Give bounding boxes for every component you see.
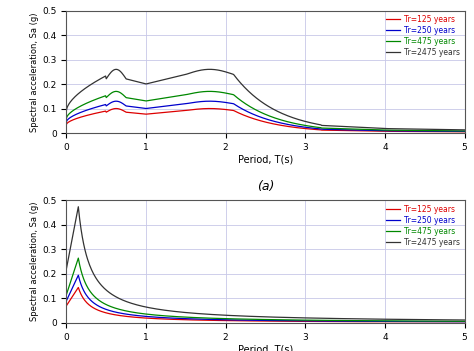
Tr=475 years: [330, 318, 336, 323]
Tr=475 years: [64, 293, 69, 297]
Tr=475 years: [166, 95, 172, 99]
Legend: Tr=125 years, Tr=250 years, Tr=475 years, Tr=2475 years: Tr=125 years, Tr=250 years, Tr=475 years…: [386, 14, 461, 58]
Tr=475 years: [207, 89, 213, 93]
Line: Tr=125 years: Tr=125 years: [66, 287, 465, 322]
Tr=2475 years: [135, 303, 140, 307]
Tr=475 years: [244, 317, 250, 321]
Tr=250 years: [330, 127, 336, 132]
Tr=250 years: [64, 120, 69, 124]
Tr=475 years: [75, 256, 81, 260]
Tr=475 years: [330, 126, 336, 131]
Tr=125 years: [166, 110, 172, 114]
Tr=2475 years: [462, 128, 467, 132]
Tr=125 years: [75, 285, 81, 290]
Tr=250 years: [134, 105, 140, 110]
Tr=250 years: [244, 318, 250, 322]
Tr=2475 years: [244, 88, 250, 92]
Tr=250 years: [64, 299, 69, 303]
Tr=125 years: [64, 122, 69, 127]
Tr=475 years: [64, 116, 69, 120]
X-axis label: Period, T(s): Period, T(s): [238, 344, 293, 351]
Tr=125 years: [364, 129, 370, 133]
Tr=250 years: [364, 319, 370, 323]
Tr=125 years: [462, 130, 467, 134]
Tr=2475 years: [64, 267, 69, 271]
Tr=250 years: [207, 99, 213, 103]
Tr=2475 years: [330, 124, 336, 128]
Tr=475 years: [135, 311, 140, 315]
Tr=125 years: [330, 319, 336, 324]
Y-axis label: Spectral acceleration, Sa (g): Spectral acceleration, Sa (g): [30, 12, 39, 132]
Tr=2475 years: [134, 80, 140, 84]
Line: Tr=250 years: Tr=250 years: [66, 275, 465, 322]
Tr=250 years: [462, 129, 467, 133]
Tr=125 years: [462, 320, 467, 324]
Tr=250 years: [166, 104, 172, 108]
Tr=2475 years: [299, 118, 304, 122]
Tr=125 years: [359, 320, 365, 324]
Line: Tr=2475 years: Tr=2475 years: [66, 207, 465, 320]
Legend: Tr=125 years, Tr=250 years, Tr=475 years, Tr=2475 years: Tr=125 years, Tr=250 years, Tr=475 years…: [386, 204, 461, 247]
Tr=2475 years: [64, 108, 69, 113]
Tr=250 years: [299, 319, 304, 323]
Text: (a): (a): [257, 180, 274, 193]
Tr=475 years: [244, 103, 250, 107]
Tr=125 years: [244, 319, 250, 323]
Tr=250 years: [135, 313, 140, 318]
Tr=250 years: [330, 319, 336, 323]
Line: Tr=125 years: Tr=125 years: [66, 108, 465, 132]
Tr=125 years: [134, 111, 140, 115]
Tr=2475 years: [299, 316, 304, 320]
Tr=250 years: [75, 273, 81, 277]
Tr=2475 years: [330, 316, 336, 320]
Tr=2475 years: [462, 318, 467, 322]
Tr=2475 years: [166, 77, 172, 81]
Tr=250 years: [364, 128, 370, 132]
Tr=250 years: [455, 320, 461, 324]
Tr=2475 years: [166, 309, 172, 313]
Tr=125 years: [207, 106, 213, 111]
Y-axis label: Spectral acceleration, Sa (g): Spectral acceleration, Sa (g): [30, 202, 39, 322]
Tr=2475 years: [207, 67, 213, 72]
Tr=250 years: [299, 125, 304, 129]
Tr=125 years: [330, 128, 336, 132]
Tr=125 years: [244, 114, 250, 119]
Tr=125 years: [365, 320, 370, 324]
Tr=475 years: [364, 127, 370, 132]
Tr=125 years: [299, 126, 304, 130]
Tr=2475 years: [75, 205, 81, 209]
X-axis label: Period, T(s): Period, T(s): [238, 154, 293, 165]
Tr=475 years: [299, 318, 304, 322]
Tr=475 years: [166, 314, 172, 318]
Tr=2475 years: [244, 314, 250, 318]
Tr=475 years: [364, 319, 370, 323]
Line: Tr=475 years: Tr=475 years: [66, 91, 465, 131]
Line: Tr=2475 years: Tr=2475 years: [66, 69, 465, 130]
Tr=250 years: [244, 110, 250, 114]
Tr=125 years: [64, 304, 69, 308]
Tr=475 years: [462, 129, 467, 133]
Tr=475 years: [299, 123, 304, 127]
Tr=2475 years: [364, 317, 370, 321]
Tr=475 years: [134, 97, 140, 101]
Tr=2475 years: [364, 126, 370, 130]
Tr=125 years: [166, 317, 172, 321]
Tr=475 years: [462, 319, 467, 323]
Tr=125 years: [299, 319, 304, 324]
Tr=250 years: [462, 320, 467, 324]
Line: Tr=475 years: Tr=475 years: [66, 258, 465, 321]
Tr=250 years: [166, 316, 172, 320]
Tr=125 years: [135, 315, 140, 319]
Line: Tr=250 years: Tr=250 years: [66, 101, 465, 131]
